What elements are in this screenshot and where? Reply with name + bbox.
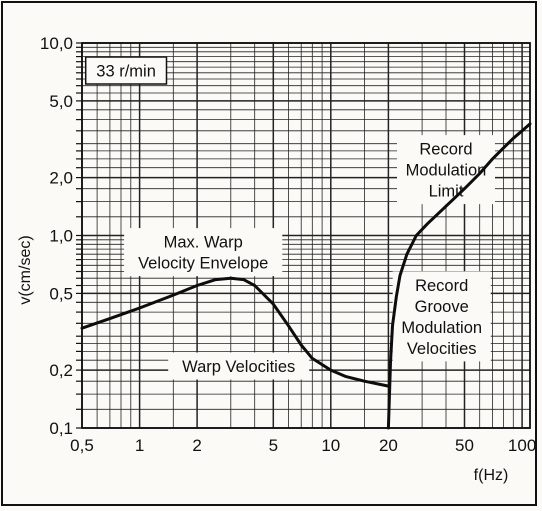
y-tick-label: 10,0	[40, 34, 73, 53]
x-axis-label: f(Hz)	[474, 467, 509, 484]
x-tick-label: 0,5	[70, 436, 94, 455]
x-tick-label: 20	[379, 436, 398, 455]
annotations: 33 r/min Max. Warp Velocity Envelope Warp V…	[84, 56, 495, 380]
y-axis-label: v(cm/sec)	[17, 235, 34, 304]
annotation-background	[168, 352, 310, 380]
annotation-line: Modulation	[401, 319, 482, 337]
x-tick-label: 50	[455, 436, 474, 455]
y-tick-label: 0,5	[49, 284, 73, 303]
tick-labels: 0,5 1 2 5 10 20 50 100 0,1 0,2 0,5 1,0 2,0 5,0 10,0	[40, 34, 536, 455]
x-tick-label: 100	[508, 436, 536, 455]
annotation-warp-velocities: Warp Velocities	[168, 352, 310, 380]
x-tick-label: 5	[269, 436, 278, 455]
annotation-line: Groove	[415, 298, 469, 316]
series-line-modulation-limit-curve	[386, 122, 532, 430]
y-tick-label: 0,1	[49, 419, 73, 438]
plot-border	[76, 42, 531, 429]
y-tick-label: 1,0	[49, 227, 73, 246]
annotation-warp-envelope: Max. Warp Velocity Envelope	[124, 228, 283, 277]
annotation-background	[392, 271, 491, 362]
annotation-line: Max. Warp	[164, 234, 243, 252]
x-tick-label: 1	[135, 436, 144, 455]
annotation-line: Record	[415, 277, 468, 295]
annotation-line: Limit	[429, 183, 464, 201]
y-tick-label: 2,0	[49, 169, 73, 188]
x-tick-label: 10	[321, 436, 340, 455]
annotation-line: Velocity Envelope	[138, 255, 268, 273]
annotation-line: Record	[419, 141, 472, 159]
annotation-modulation-limit: Record Modulation Limit	[397, 135, 495, 205]
annotation-line: Warp Velocities	[182, 358, 295, 376]
y-tick-label: 5,0	[49, 92, 73, 111]
annotation-line: Velocities	[407, 340, 477, 358]
annotation-background	[84, 56, 168, 85]
annotation-speed: 33 r/min	[84, 56, 168, 85]
annotation-line: 33 r/min	[96, 63, 156, 81]
annotation-line: Modulation	[406, 162, 487, 180]
series-layer	[80, 122, 532, 430]
annotation-background	[124, 228, 283, 277]
y-tick-label: 0,2	[49, 361, 73, 380]
x-tick-label: 2	[192, 436, 201, 455]
annotation-groove-velocities: Record Groove Modulation Velocities	[392, 271, 491, 362]
annotation-background	[397, 135, 495, 205]
